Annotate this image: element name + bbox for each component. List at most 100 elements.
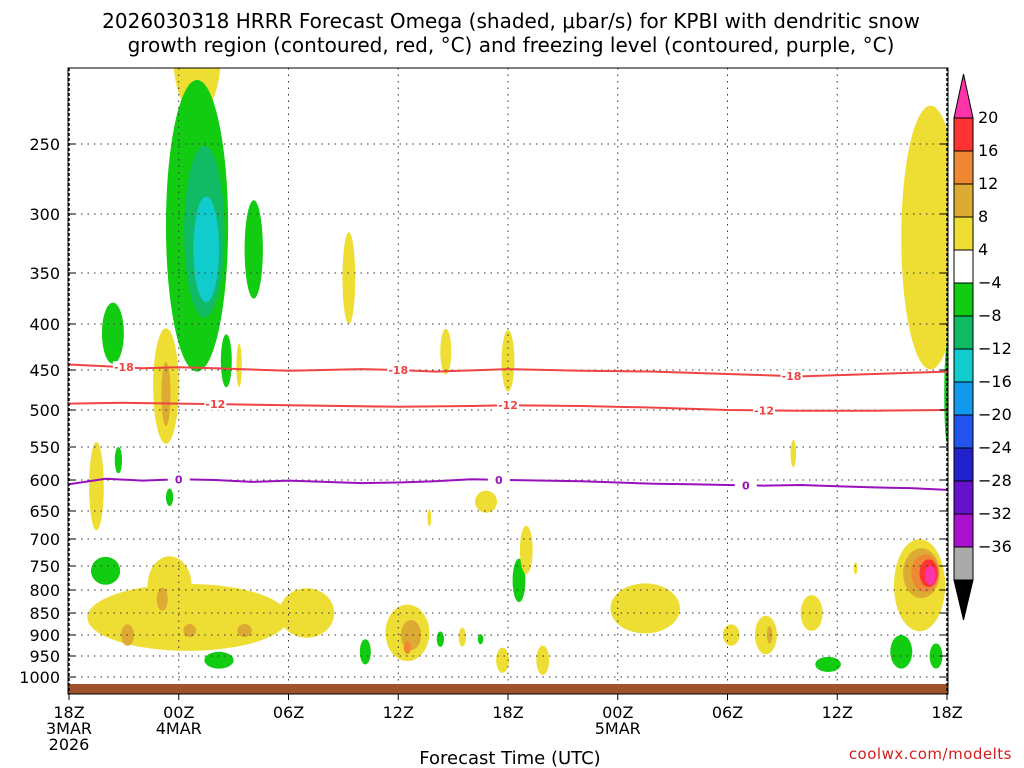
- colorbar-swatch: [953, 414, 974, 449]
- y-tick-label: 750: [29, 557, 60, 576]
- colorbar-label: −8: [978, 306, 1002, 325]
- colorbar-label: −16: [978, 372, 1012, 391]
- omega-region: [929, 643, 943, 669]
- omega-region: [427, 509, 432, 527]
- x-tick-label: 18Z: [492, 703, 523, 722]
- omega-region: [853, 562, 858, 575]
- contour-label: 0: [495, 474, 503, 487]
- colorbar-label: 4: [978, 240, 988, 259]
- colorbar-swatch: [953, 546, 974, 581]
- omega-region: [610, 583, 680, 634]
- omega-region: [440, 328, 452, 375]
- omega-region: [114, 447, 123, 474]
- colorbar-label: −20: [978, 405, 1012, 424]
- y-tick-label: 400: [29, 315, 60, 334]
- omega-region: [536, 645, 550, 675]
- omega-region: [458, 627, 466, 647]
- x-tick-label: 06Z: [712, 703, 743, 722]
- colorbar-label: −36: [978, 537, 1012, 556]
- y-tick-label: 250: [29, 135, 60, 154]
- site-credit: coolwx.com/modelts: [849, 745, 1012, 763]
- colorbar-swatch: [953, 447, 974, 482]
- y-axis-ticks: 250 300 350 400 450 500 550 600 650 700 750 800 850 9…: [19, 135, 948, 687]
- omega-shading-layer: [87, 68, 948, 675]
- x-tick-label: 18Z: [931, 703, 962, 722]
- omega-region: [244, 200, 263, 299]
- omega-region: [147, 556, 192, 615]
- colorbar-swatch: [953, 315, 974, 350]
- omega-region: [403, 641, 412, 654]
- contour-label-bg: [734, 479, 757, 492]
- x-tick-label: 00Z: [163, 703, 194, 722]
- omega-region: [901, 105, 948, 370]
- contour-label-bg: [753, 404, 776, 417]
- omega-region: [342, 232, 356, 324]
- omega-region: [790, 440, 797, 468]
- x-tick-label: 12Z: [822, 703, 853, 722]
- colorbar-swatch: [953, 480, 974, 515]
- omega-region: [925, 566, 937, 586]
- y-tick-label: 550: [29, 438, 60, 457]
- contour-label-bg: [497, 399, 519, 412]
- omega-region: [156, 587, 168, 611]
- omega-region: [475, 490, 498, 513]
- colorbar-label: 16: [978, 141, 998, 160]
- colorbar-swatch: [953, 150, 974, 185]
- y-tick-label: 350: [29, 264, 60, 283]
- x-tick-label: 00Z: [602, 703, 633, 722]
- colorbar-label: −32: [978, 504, 1012, 523]
- omega-region: [754, 615, 777, 655]
- chart-title-line-2: growth region (contoured, red, °C) and f…: [128, 33, 895, 57]
- omega-region: [204, 651, 234, 669]
- colorbar-bottom-triangle: [953, 579, 974, 621]
- y-tick-label: 600: [29, 471, 60, 490]
- colorbar-swatch: [953, 381, 974, 416]
- omega-region: [193, 196, 219, 303]
- omega-region: [101, 302, 124, 364]
- contour-label: 0: [175, 473, 183, 486]
- omega-region: [359, 639, 371, 665]
- colorbar-swatch: [953, 117, 974, 152]
- contour-label-bg: [112, 361, 135, 374]
- contour-label-bg: [387, 364, 410, 376]
- omega-region: [279, 588, 335, 638]
- x-tick-label: 4MAR: [156, 719, 202, 738]
- colorbar-label: 12: [978, 174, 998, 193]
- contour-label: -18: [114, 361, 134, 374]
- colorbar-top-triangle: [953, 73, 974, 119]
- y-tick-label: 1000: [19, 668, 60, 687]
- omega-region: [890, 635, 913, 669]
- omega-region: [89, 442, 104, 531]
- y-tick-label: 300: [29, 205, 60, 224]
- colorbar-swatch: [953, 282, 974, 317]
- colorbar-swatch: [953, 183, 974, 218]
- y-tick-label: 450: [29, 361, 60, 380]
- x-tick-label: 06Z: [273, 703, 304, 722]
- y-tick-label: 500: [29, 401, 60, 420]
- contour-label: -18: [388, 364, 408, 377]
- omega-region: [165, 488, 174, 507]
- omega-region: [815, 656, 841, 672]
- omega-region: [477, 634, 484, 645]
- x-tick-label: 3MAR: [46, 719, 92, 738]
- omega-region: [236, 343, 242, 388]
- omega-region: [519, 525, 533, 574]
- omega-region: [237, 624, 252, 638]
- y-tick-label: 700: [29, 530, 60, 549]
- omega-region: [90, 556, 121, 585]
- omega-region: [183, 624, 197, 638]
- dgz-minus18-contour: [68, 363, 948, 378]
- grid-lines: [68, 68, 948, 694]
- omega-region: [766, 626, 773, 644]
- contour-label-bg: [204, 398, 227, 411]
- contour-label: 0: [742, 479, 750, 492]
- omega-region: [512, 558, 526, 603]
- x-tick-label: 5MAR: [595, 719, 641, 738]
- contour-label: -12: [754, 404, 774, 417]
- colorbar: 20 16 12 8 4 −4 −8 −12 −16 −20 −24 −28 −32 −36: [953, 73, 1012, 621]
- chart-title-line-1: 2026030318 HRRR Forecast Omega (shaded, …: [102, 9, 920, 33]
- colorbar-label: −12: [978, 339, 1012, 358]
- contour-label-bg: [167, 473, 190, 486]
- contour-label: -12: [498, 399, 518, 412]
